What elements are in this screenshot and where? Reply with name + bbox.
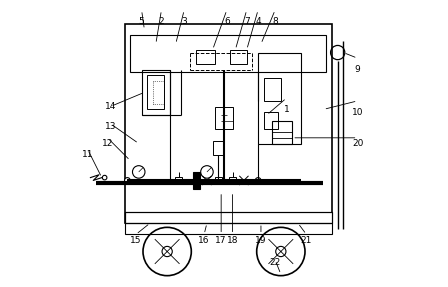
Text: 11: 11 [82,150,93,159]
Bar [272,121,292,144]
Bar [258,53,301,144]
Bar [147,75,164,109]
Bar [130,36,326,72]
Text: 1: 1 [284,105,289,114]
Bar [213,141,224,155]
Text: 15: 15 [130,236,142,245]
Text: 3: 3 [181,17,187,26]
Text: 13: 13 [104,122,116,131]
Bar [125,212,332,223]
Text: 5: 5 [139,17,144,26]
Text: 9: 9 [355,65,361,74]
Circle shape [255,178,261,183]
Text: 10: 10 [352,108,363,117]
Bar [215,177,222,184]
Text: 8: 8 [272,17,278,26]
Bar [193,172,200,189]
Circle shape [125,178,130,183]
Text: 14: 14 [105,102,116,111]
Text: 19: 19 [255,236,267,245]
Text: 17: 17 [215,236,227,245]
Text: 4: 4 [255,17,261,26]
Text: 20: 20 [352,139,363,148]
Bar [175,177,182,184]
Bar [125,223,332,234]
Text: 16: 16 [198,236,210,245]
Text: 2: 2 [159,17,164,26]
Text: 12: 12 [102,139,113,148]
Bar [196,50,215,64]
Bar [142,70,170,115]
Text: 21: 21 [301,236,312,245]
Text: 22: 22 [270,258,281,267]
Bar [229,177,236,184]
Text: 6: 6 [224,17,230,26]
Text: 18: 18 [227,236,238,245]
Bar [215,106,233,129]
Bar [264,112,278,129]
Bar [264,78,281,101]
Bar [125,212,332,223]
Bar [125,24,332,223]
Text: 7: 7 [244,17,250,26]
Bar [230,50,247,64]
